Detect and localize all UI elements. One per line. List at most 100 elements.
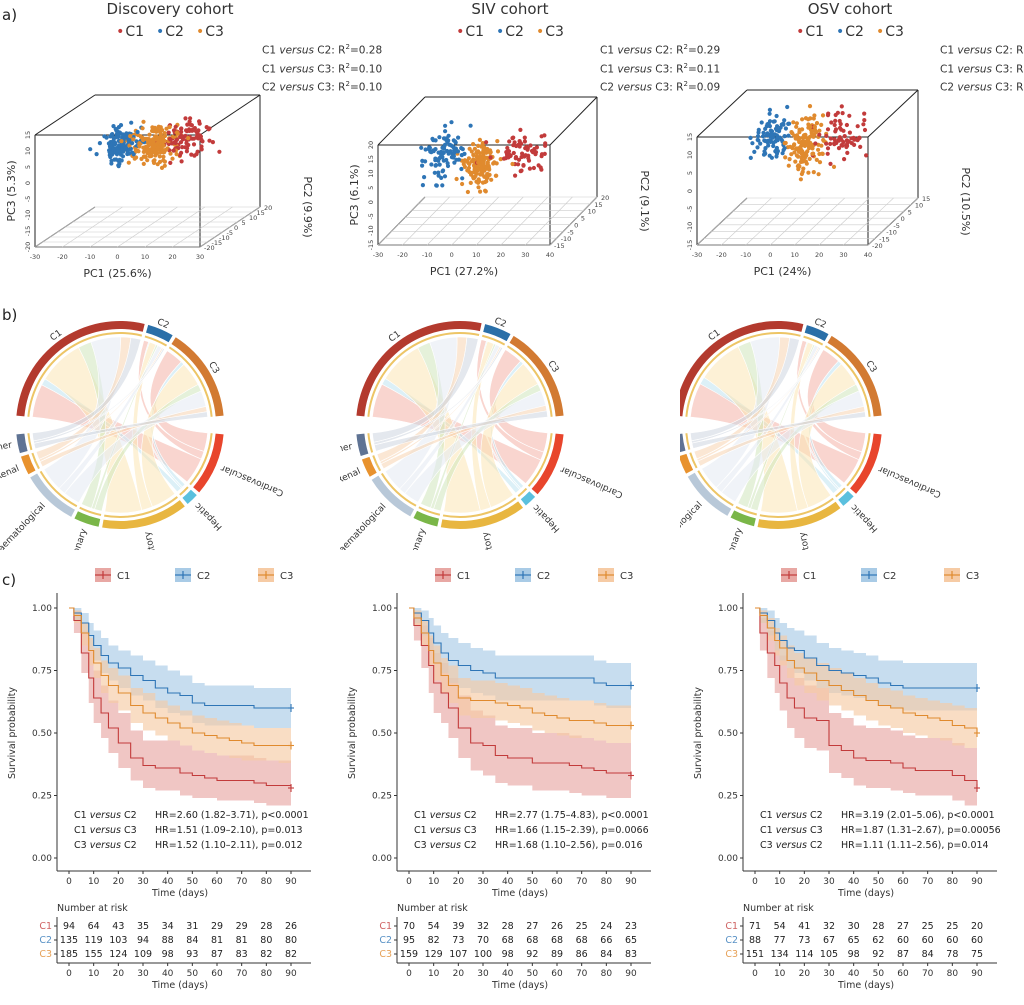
point-c2 [117, 157, 122, 162]
y-tick-label: 1.00 [718, 604, 738, 614]
point-c1 [513, 173, 518, 178]
risk-cell: 93 [186, 949, 198, 960]
chord-diagram-siv: C1C2C3CardiovascularHepaticInflammatoryP… [340, 300, 680, 550]
point-c3 [809, 131, 814, 136]
point-c3 [805, 138, 810, 143]
risk-cell: 135 [60, 935, 78, 946]
risk-cell: 89 [551, 949, 563, 960]
risk-cell: 73 [798, 935, 810, 946]
x-tick-label: 50 [527, 877, 539, 887]
point-c3 [789, 152, 794, 157]
point-c2 [127, 151, 132, 156]
risk-cell: 43 [112, 921, 124, 932]
point-c1 [836, 146, 842, 151]
point-c3 [820, 151, 825, 156]
x-axis-label: PC1 (25.6%) [83, 267, 151, 280]
risk-cell: 95 [403, 935, 415, 946]
point-c3 [797, 127, 802, 132]
point-c1 [173, 140, 178, 146]
y-tick-label: 15 [922, 195, 930, 203]
legend-dot-icon: • [796, 24, 805, 40]
legend-label: C2 [165, 24, 184, 40]
point-c3 [170, 156, 175, 161]
risk-cell: 81 [211, 935, 223, 946]
chord-sector-inflammatory [102, 500, 185, 529]
ci-band-c3 [409, 608, 631, 746]
hr-stat: HR=2.60 (1.82–3.71), p<0.0001 [155, 810, 309, 821]
z-tick-label: -15 [24, 226, 32, 237]
legend-dot-icon: • [156, 24, 165, 40]
point-c1 [173, 124, 178, 129]
point-c2 [766, 143, 771, 148]
risk-cell: 71 [749, 921, 761, 932]
risk-x-tick-label: 20 [799, 969, 811, 979]
x-tick-label: 30 [137, 877, 149, 887]
risk-cell: 62 [872, 935, 884, 946]
point-c1 [828, 161, 833, 166]
chord-label-pulmonary: Pulmonary [64, 527, 89, 550]
point-c2 [111, 124, 116, 129]
chord-sector-pulmonary [74, 511, 101, 527]
x-tick-label: 20 [168, 253, 176, 261]
point-c3 [796, 154, 801, 159]
point-c3 [810, 145, 815, 150]
point-c1 [188, 122, 193, 127]
point-c1 [862, 118, 867, 123]
point-c2 [456, 135, 461, 140]
risk-x-tick-label: 80 [601, 969, 613, 979]
point-c2 [442, 142, 448, 147]
risk-x-tick-label: 70 [576, 969, 588, 979]
floor-gridline [451, 196, 499, 246]
chord-svg: C1C2C3CardiovascularHepaticInflammatoryP… [0, 317, 285, 550]
hr-comparison-label: C1 versus C3 [760, 825, 823, 836]
chord-inner-track [803, 335, 824, 346]
x-tick-label: 20 [799, 877, 811, 887]
risk-cell: 84 [600, 949, 612, 960]
point-c3 [483, 189, 488, 194]
hr-comparison-label: C1 versus C2 [74, 810, 137, 821]
point-c3 [791, 120, 796, 125]
chord-inner-track [697, 470, 734, 507]
point-c1 [185, 122, 190, 127]
point-c3 [783, 140, 788, 146]
risk-x-tick-label: 70 [922, 969, 934, 979]
point-c1 [539, 152, 545, 157]
x-tick-label: 40 [546, 251, 554, 259]
point-c1 [199, 147, 204, 152]
y-tick-label: 0.75 [718, 667, 738, 677]
point-c3 [799, 147, 804, 152]
point-c2 [452, 147, 457, 153]
y-tick-label: 0.50 [32, 729, 52, 739]
point-c1 [514, 143, 519, 149]
point-c3 [465, 189, 470, 195]
hr-comparison-label: C1 versus C3 [414, 825, 477, 836]
point-c1 [195, 133, 200, 138]
risk-cell: 66 [600, 935, 612, 946]
chord-inner-track [418, 506, 441, 516]
z-tick-label: 10 [686, 151, 694, 159]
risk-cell: 100 [474, 949, 492, 960]
chord-inner-track [79, 506, 102, 517]
chord-ribbon-haematological-c1 [384, 336, 458, 490]
point-c1 [828, 141, 833, 146]
r2-annotation: C2 versus C3: R2=0.09 [600, 80, 721, 94]
point-c2 [423, 159, 428, 164]
point-c2 [436, 173, 441, 178]
chord-inner-track [189, 433, 213, 486]
point-c2 [775, 149, 780, 154]
risk-cell: 82 [260, 949, 272, 960]
x-tick-label: -20 [397, 251, 408, 259]
floor-gridline [402, 196, 450, 246]
point-c3 [807, 134, 813, 139]
point-c1 [528, 143, 533, 148]
point-c3 [161, 154, 166, 159]
point-c2 [772, 119, 777, 124]
y-tick-label: 5 [908, 208, 912, 216]
point-c2 [419, 145, 424, 150]
point-c1 [847, 130, 852, 135]
x-axis-label: Time (days) [151, 888, 208, 899]
pca-title: SIV cohort [471, 0, 549, 18]
point-c2 [767, 107, 772, 112]
pca-3d-axes: -30 -20 -10 0 10 20 30-20-15-10-505101520-20-1… [5, 94, 314, 280]
point-c1 [842, 134, 847, 139]
